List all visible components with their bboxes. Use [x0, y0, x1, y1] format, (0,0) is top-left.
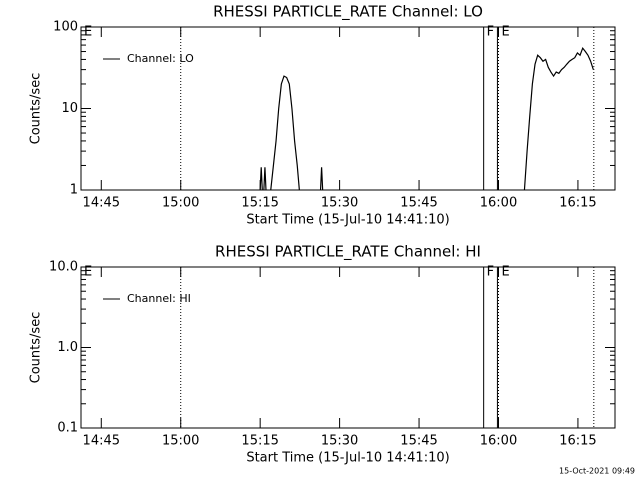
y-tick-label: 10.0 — [49, 260, 78, 275]
x-tick-label: 15:30 — [321, 196, 358, 211]
chart-title: RHESSI PARTICLE_RATE Channel: LO — [213, 3, 483, 22]
x-tick-label: 16:00 — [480, 196, 517, 211]
data-line — [259, 46, 594, 190]
y-tick-label: 1 — [70, 183, 78, 198]
x-tick-label: 15:00 — [162, 196, 199, 211]
x-tick-label: 15:15 — [241, 434, 278, 449]
plot-area — [259, 46, 594, 190]
chart-title: RHESSI PARTICLE_RATE Channel: HI — [215, 243, 481, 262]
x-tick-label: 15:45 — [400, 196, 437, 211]
y-tick-label: 10 — [61, 101, 78, 116]
legend-label: Channel: HI — [127, 292, 191, 305]
flag-label: E — [501, 265, 509, 280]
y-tick-label: 100 — [53, 20, 78, 35]
flag-label: F — [487, 25, 494, 40]
x-tick-label: 15:00 — [162, 434, 199, 449]
x-tick-label: 16:00 — [480, 434, 517, 449]
y-tick-label: 1.0 — [57, 340, 78, 355]
x-axis-label: Start Time (15-Jul-10 14:41:10) — [246, 213, 449, 228]
x-tick-label: 15:30 — [321, 434, 358, 449]
x-axis-label: Start Time (15-Jul-10 14:41:10) — [246, 451, 449, 466]
flag-label: F — [487, 265, 494, 280]
legend-label: Channel: LO — [127, 52, 194, 65]
x-tick-label: 14:45 — [83, 196, 120, 211]
footer: 15-Oct-2021 09:49 — [559, 467, 635, 476]
y-tick-label: 0.1 — [57, 421, 78, 436]
x-tick-label: 15:15 — [241, 196, 278, 211]
flag-label: E — [501, 25, 509, 40]
x-tick-label: 16:15 — [559, 434, 596, 449]
x-tick-label: 14:45 — [83, 434, 120, 449]
flag-label: E — [84, 25, 92, 40]
y-axis-label: Counts/sec — [29, 73, 44, 145]
y-axis-label: Counts/sec — [29, 312, 44, 384]
x-tick-label: 16:15 — [559, 196, 596, 211]
flag-label: E — [84, 265, 92, 280]
x-tick-label: 15:45 — [400, 434, 437, 449]
